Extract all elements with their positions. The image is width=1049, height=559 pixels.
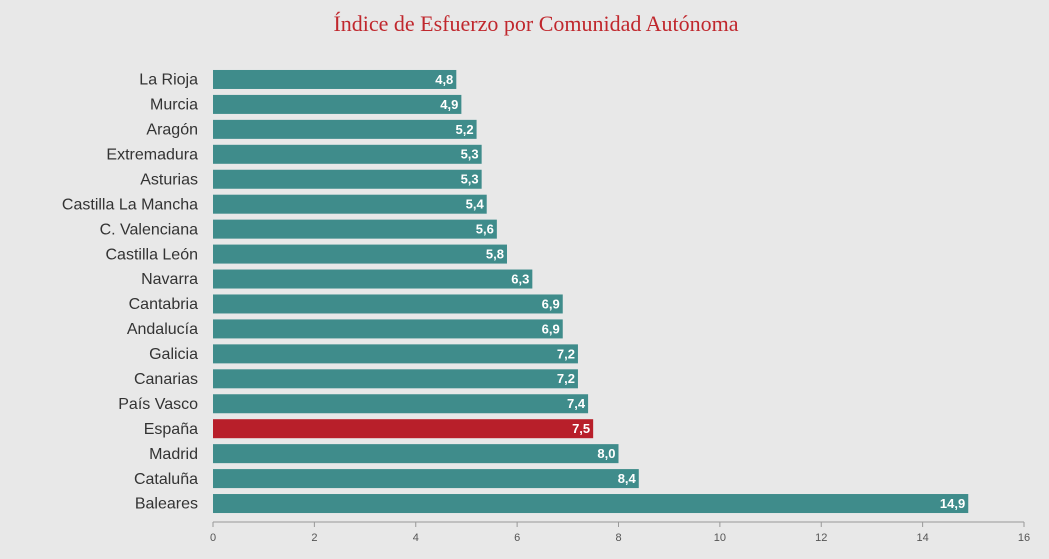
x-tick-label: 10	[714, 532, 726, 544]
bar	[213, 319, 563, 339]
x-tick-label: 6	[514, 532, 520, 544]
bar	[213, 444, 619, 464]
y-tick-label: Andalucía	[127, 321, 198, 338]
bar	[213, 269, 533, 289]
bar	[213, 94, 462, 114]
value-label: 8,4	[618, 471, 637, 486]
y-tick-label: Murcia	[150, 97, 198, 114]
bar	[213, 344, 578, 364]
y-tick-label: Canarias	[134, 371, 198, 388]
y-tick-label: Castilla La Mancha	[62, 196, 198, 213]
bar	[213, 469, 639, 489]
value-label: 6,9	[542, 296, 560, 311]
y-tick-label: Baleares	[135, 496, 198, 513]
x-tick-label: 4	[413, 532, 419, 544]
x-tick-label: 0	[210, 532, 216, 544]
y-tick-label: Madrid	[149, 446, 198, 463]
bar	[213, 369, 578, 389]
value-label: 5,2	[455, 122, 473, 137]
x-tick-label: 12	[815, 532, 827, 544]
value-label: 6,3	[511, 271, 529, 286]
bar	[213, 69, 457, 89]
value-label: 5,3	[461, 147, 479, 162]
value-label: 7,5	[572, 421, 590, 436]
bar	[213, 219, 497, 239]
x-tick-label: 2	[311, 532, 317, 544]
bar	[213, 119, 477, 139]
value-label: 7,4	[567, 396, 586, 411]
y-tick-label: Navarra	[141, 271, 198, 288]
y-tick-label: Cantabria	[129, 296, 198, 313]
y-tick-label: La Rioja	[139, 72, 198, 89]
y-tick-label: Asturias	[140, 171, 198, 188]
bar	[213, 394, 589, 414]
x-tick-label: 16	[1018, 532, 1030, 544]
x-tick-label: 8	[615, 532, 621, 544]
value-label: 5,6	[476, 222, 494, 237]
value-label: 7,2	[557, 346, 575, 361]
value-label: 14,9	[940, 496, 965, 511]
value-label: 8,0	[597, 446, 615, 461]
value-label: 4,8	[435, 72, 453, 87]
y-tick-label: Aragón	[146, 122, 198, 139]
chart-title: Índice de Esfuerzo por Comunidad Autónom…	[333, 11, 738, 36]
y-tick-label: Castilla León	[106, 246, 199, 263]
value-label: 5,4	[466, 197, 485, 212]
bar	[213, 494, 969, 514]
bar	[213, 244, 507, 264]
y-tick-label: País Vasco	[118, 396, 198, 413]
x-tick-label: 14	[917, 532, 929, 544]
value-label: 7,2	[557, 371, 575, 386]
y-tick-label: C. Valenciana	[100, 221, 199, 238]
bar	[213, 194, 487, 214]
bar	[213, 144, 482, 164]
bar	[213, 294, 563, 314]
value-label: 5,3	[461, 172, 479, 187]
y-tick-label: Extremadura	[106, 147, 198, 164]
bar	[213, 169, 482, 189]
y-tick-label: Galicia	[149, 346, 198, 363]
y-tick-label: España	[144, 421, 198, 438]
y-tick-label: Cataluña	[134, 471, 198, 488]
value-label: 6,9	[542, 321, 560, 336]
value-label: 4,9	[440, 97, 458, 112]
bar	[213, 419, 594, 439]
value-label: 5,8	[486, 247, 504, 262]
